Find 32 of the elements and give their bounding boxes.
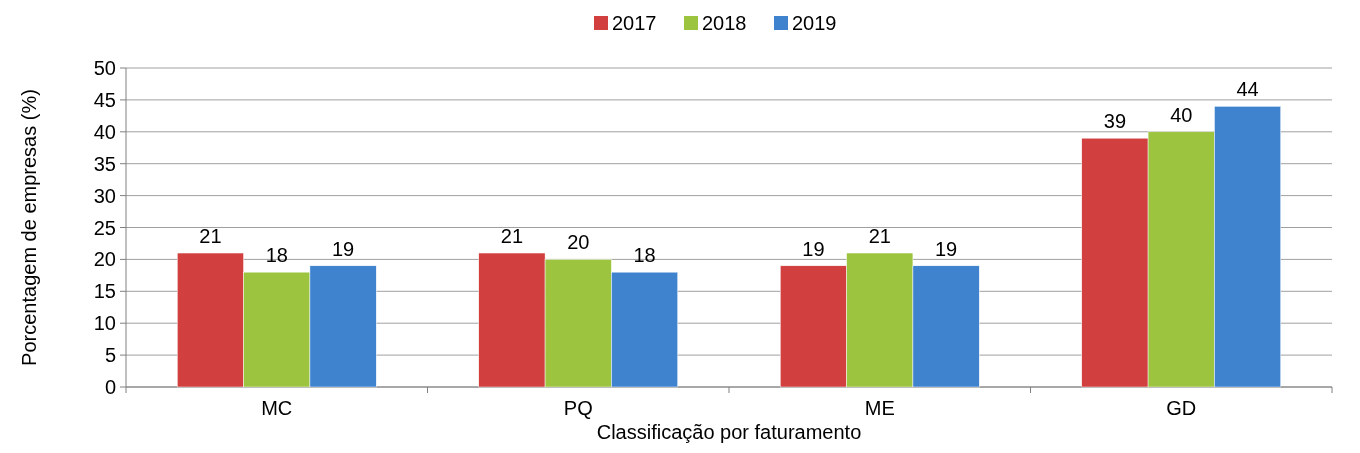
data-label: 18 — [265, 244, 288, 267]
legend-label: 2018 — [702, 12, 747, 34]
y-tick-label: 35 — [93, 152, 116, 175]
x-tick-label: PQ — [563, 397, 593, 419]
data-label: 19 — [331, 237, 355, 260]
y-tick-label: 0 — [104, 376, 116, 398]
legend-label: 2017 — [612, 12, 657, 34]
y-tick-label: 25 — [93, 216, 116, 239]
y-tick-label: 30 — [93, 184, 116, 207]
y-tick-label: 40 — [93, 120, 116, 143]
y-tick-label: 15 — [93, 280, 116, 303]
data-label: 21 — [500, 225, 524, 248]
y-tick-label: 20 — [93, 248, 116, 271]
data-label: 21 — [199, 225, 222, 248]
y-tick-label: 10 — [93, 312, 116, 335]
data-label: 18 — [633, 244, 656, 267]
y-tick-label: 5 — [104, 344, 116, 367]
x-tick-label: MC — [261, 397, 293, 419]
x-tick-label: GD — [1166, 397, 1197, 419]
data-label: 40 — [1170, 103, 1193, 126]
data-label: 19 — [934, 237, 958, 260]
x-axis-title: Classificação por faturamento — [596, 421, 862, 443]
y-axis-title: Porcentagem de empresas (%) — [18, 89, 40, 366]
y-tick-label: 50 — [93, 57, 116, 79]
data-label: 20 — [567, 231, 590, 254]
data-label: 19 — [802, 237, 825, 260]
y-tick-label: 45 — [93, 88, 116, 111]
data-label: 39 — [1103, 110, 1127, 133]
data-label: 44 — [1236, 78, 1259, 101]
legend-label: 2019 — [792, 12, 837, 34]
data-label: 21 — [868, 225, 891, 248]
x-tick-label: ME — [864, 397, 895, 419]
